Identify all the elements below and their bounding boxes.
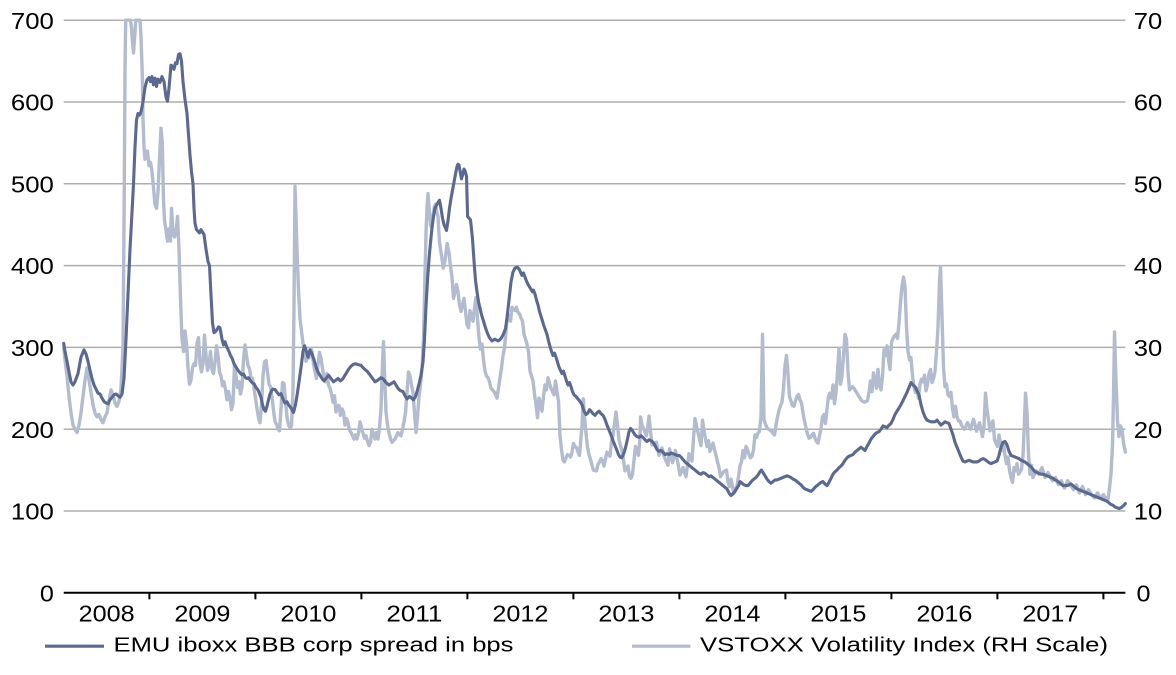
svg-text:EMU iboxx BBB corp spread in b: EMU iboxx BBB corp spread in bps [114, 633, 514, 656]
svg-text:VSTOXX Volatility Index (RH Sc: VSTOXX Volatility Index (RH Scale) [700, 633, 1108, 656]
svg-text:2012: 2012 [492, 601, 548, 627]
svg-text:2011: 2011 [386, 601, 442, 627]
svg-text:2014: 2014 [704, 601, 760, 627]
svg-text:0: 0 [1137, 580, 1151, 606]
svg-text:2013: 2013 [598, 601, 654, 627]
svg-text:2010: 2010 [280, 601, 336, 627]
svg-text:60: 60 [1134, 90, 1163, 116]
svg-text:2015: 2015 [810, 601, 866, 627]
svg-text:50: 50 [1134, 171, 1163, 197]
svg-text:2008: 2008 [79, 601, 135, 627]
svg-text:2017: 2017 [1022, 601, 1078, 627]
svg-text:30: 30 [1134, 335, 1163, 361]
svg-text:10: 10 [1134, 499, 1163, 525]
svg-text:200: 200 [11, 417, 54, 443]
svg-text:70: 70 [1134, 8, 1163, 34]
svg-text:400: 400 [11, 253, 54, 279]
svg-text:100: 100 [11, 499, 54, 525]
svg-text:0: 0 [40, 580, 54, 606]
svg-text:700: 700 [11, 8, 54, 34]
svg-text:2009: 2009 [174, 601, 230, 627]
svg-text:600: 600 [11, 90, 54, 116]
svg-text:40: 40 [1134, 253, 1163, 279]
svg-text:300: 300 [11, 335, 54, 361]
svg-text:20: 20 [1134, 417, 1163, 443]
svg-text:2016: 2016 [916, 601, 972, 627]
svg-text:500: 500 [11, 171, 54, 197]
